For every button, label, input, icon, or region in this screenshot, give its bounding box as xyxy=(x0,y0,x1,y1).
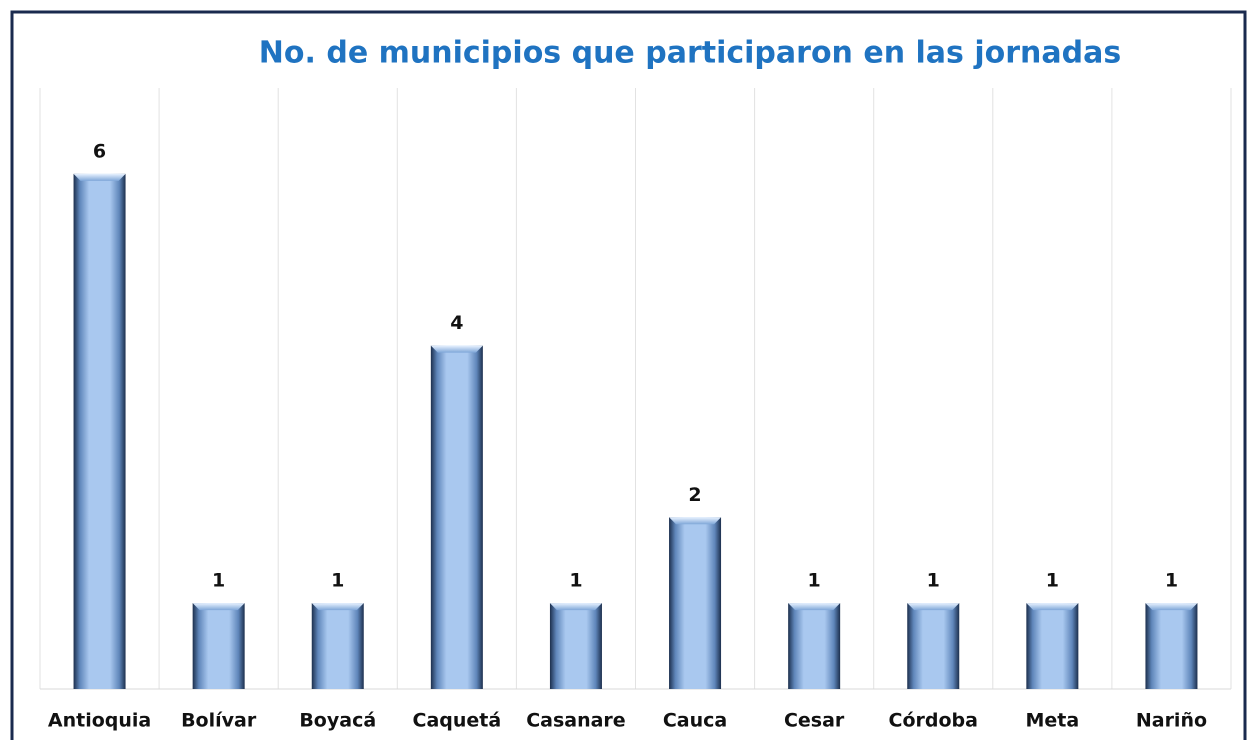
bar xyxy=(1145,603,1198,689)
bar xyxy=(73,173,126,689)
bar-bevel xyxy=(192,603,245,611)
x-tick-label: Boyacá xyxy=(299,710,376,732)
bar xyxy=(1026,603,1079,689)
data-label: 1 xyxy=(808,570,821,592)
data-label: 4 xyxy=(450,312,463,334)
bar xyxy=(192,603,245,689)
bar-bevel xyxy=(1145,603,1198,611)
bar-bevel xyxy=(430,345,483,353)
x-tick-label: Cesar xyxy=(784,710,845,732)
data-label: 1 xyxy=(569,570,582,592)
bar-bevel xyxy=(669,517,722,525)
data-label: 1 xyxy=(1165,570,1178,592)
chart-title: No. de municipios que participaron en la… xyxy=(259,36,1121,71)
bar-bevel xyxy=(788,603,841,611)
bar xyxy=(788,603,841,689)
data-label: 1 xyxy=(1046,570,1059,592)
x-tick-label: Caquetá xyxy=(413,710,502,732)
bar-bevel xyxy=(311,603,364,611)
bar-bevel xyxy=(73,173,126,181)
bar-bevel xyxy=(1026,603,1079,611)
bar xyxy=(311,603,364,689)
data-label: 1 xyxy=(212,570,225,592)
bar xyxy=(669,517,722,689)
bar xyxy=(907,603,960,689)
x-tick-label: Bolívar xyxy=(181,710,257,732)
x-tick-label: Cauca xyxy=(663,710,727,732)
bar-bevel xyxy=(549,603,602,611)
data-label: 2 xyxy=(688,484,701,506)
x-tick-label: Nariño xyxy=(1136,710,1207,732)
bar xyxy=(430,345,483,689)
data-label: 1 xyxy=(927,570,940,592)
bar-bevel xyxy=(907,603,960,611)
x-tick-label: Meta xyxy=(1025,710,1079,732)
x-tick-label: Casanare xyxy=(526,710,626,732)
bar xyxy=(549,603,602,689)
data-label: 6 xyxy=(93,140,106,162)
x-tick-label: Córdoba xyxy=(889,710,978,732)
data-label: 1 xyxy=(331,570,344,592)
x-tick-label: Antioquia xyxy=(48,710,151,732)
